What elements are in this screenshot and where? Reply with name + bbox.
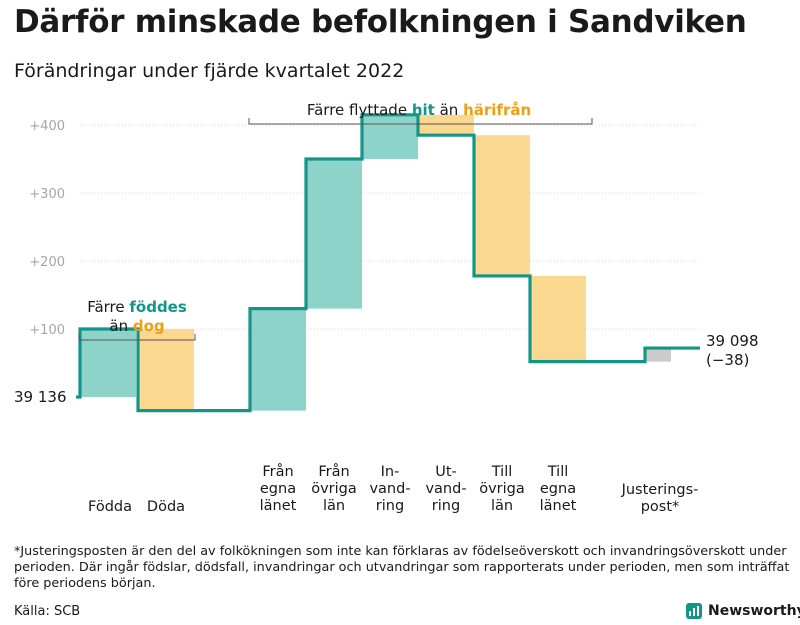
category-label: vand- (369, 481, 410, 497)
category-label: länet (260, 498, 297, 514)
annotation-text: än (109, 317, 132, 335)
category-label: ring (376, 498, 404, 514)
category-label: länet (540, 498, 577, 514)
category-label: Ut- (435, 464, 457, 480)
category-label: län (491, 498, 513, 514)
annotation-segment: Färre flyttade (307, 101, 412, 119)
annotation-segment: hit (412, 101, 435, 119)
annotation-text: Färre (87, 298, 129, 316)
waterfall-bar (138, 329, 194, 411)
waterfall-bar (645, 348, 671, 362)
y-tick-label: +200 (29, 255, 65, 270)
newsworthy-logo-icon (686, 603, 702, 619)
annotation-highlight-fodda: föddes (129, 298, 186, 316)
category-label: Från (262, 463, 293, 480)
y-tick-label: +100 (29, 323, 65, 338)
annotation-segment: härifrån (463, 101, 531, 119)
brand-name: Newsworthy (708, 603, 800, 619)
end-value-label: 39 098 (706, 332, 759, 350)
category-label: län (323, 498, 345, 514)
source-label: Källa: SCB (14, 604, 81, 619)
migration-annotation: Färre flyttade hit än härifrån (307, 101, 531, 119)
start-value-label: 39 136 (14, 388, 67, 406)
waterfall-bar (530, 275, 586, 362)
chart-title: Därför minskade befolkningen i Sandviken (14, 4, 747, 40)
chart-subtitle: Förändringar under fjärde kvartalet 2022 (14, 60, 405, 82)
category-label: In- (381, 464, 400, 480)
step-line (76, 113, 700, 413)
category-label: post* (641, 499, 680, 515)
category-label: egna (540, 481, 576, 497)
waterfall-bar (474, 135, 530, 276)
waterfall-bar (418, 114, 474, 136)
end-change-label: (−38) (706, 351, 749, 369)
waterfall-bar (362, 114, 418, 159)
births-bracket (78, 334, 196, 341)
y-tick-label: +300 (29, 187, 65, 202)
category-label: Till (491, 464, 513, 480)
category-label: Justerings- (621, 482, 699, 498)
category-label: vand- (425, 481, 466, 497)
waterfall-bar (80, 329, 136, 397)
footnote: *Justeringsposten är den del av folkökni… (14, 544, 790, 591)
category-label: Födda (88, 499, 132, 515)
category-label: ring (432, 498, 460, 514)
category-label: övriga (311, 481, 357, 497)
births-annotation-line2: än dog (109, 317, 164, 335)
annotation-segment: än (435, 101, 463, 119)
category-label: Döda (147, 499, 185, 515)
waterfall-bar (250, 308, 306, 411)
category-label: egna (260, 481, 296, 497)
births-annotation-line1: Färre föddes (87, 298, 187, 316)
category-label: Från (318, 463, 349, 480)
y-tick-label: +400 (29, 119, 65, 134)
category-label: övriga (479, 481, 525, 497)
category-label: Till (547, 464, 569, 480)
migration-bracket (248, 118, 593, 125)
waterfall-bar (306, 159, 362, 309)
annotation-highlight-doda: dog (133, 317, 165, 335)
brand-logo: Newsworthy (686, 603, 800, 619)
